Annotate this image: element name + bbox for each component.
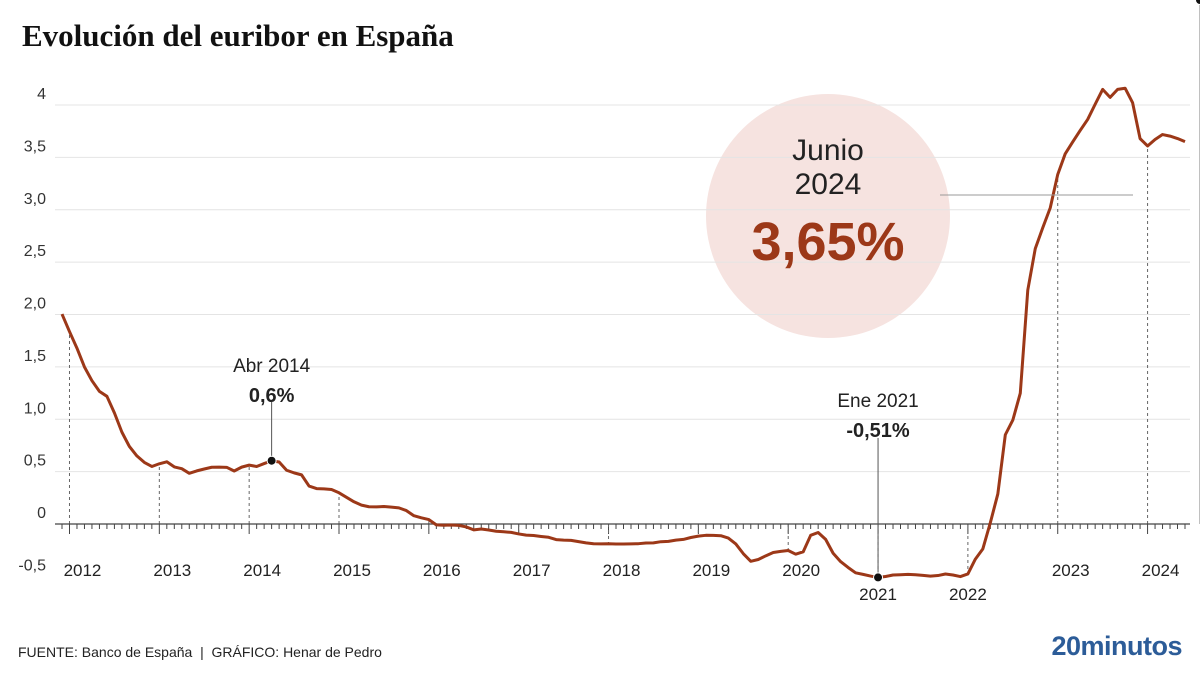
callout-label: Abr 2014 bbox=[233, 356, 311, 377]
source-note: FUENTE: Banco de España | GRÁFICO: Henar… bbox=[18, 644, 382, 660]
highlight-label: 2024 bbox=[795, 168, 862, 201]
y-tick-label: 2,0 bbox=[24, 296, 46, 313]
callout-value: 0,6% bbox=[249, 385, 295, 407]
x-tick-label: 2013 bbox=[153, 561, 191, 580]
chart-title: Evolución del euribor en España bbox=[22, 18, 454, 53]
x-tick-label: 2020 bbox=[782, 561, 820, 580]
callout-value: -0,51% bbox=[846, 420, 910, 442]
x-tick-label: 2017 bbox=[513, 561, 551, 580]
highlight-value: 3,65% bbox=[751, 212, 904, 272]
x-tick-label: 2022 bbox=[949, 585, 987, 604]
data-point bbox=[266, 455, 277, 466]
x-tick-label: 2016 bbox=[423, 561, 461, 580]
y-tick-label: 1,5 bbox=[24, 348, 46, 365]
x-tick-label: 2018 bbox=[603, 561, 641, 580]
y-tick-label: 0,5 bbox=[24, 453, 46, 470]
highlight-circle bbox=[706, 94, 950, 338]
x-tick-label: 2012 bbox=[64, 561, 102, 580]
y-tick-label: 1,0 bbox=[24, 400, 46, 417]
x-tick-label: 2021 bbox=[859, 585, 897, 604]
x-tick-label: 2015 bbox=[333, 561, 371, 580]
x-tick-label: 2014 bbox=[243, 561, 281, 580]
highlight-label: Junio bbox=[792, 134, 864, 167]
x-tick-label: 2024 bbox=[1142, 561, 1180, 580]
x-tick-label: 2019 bbox=[692, 561, 730, 580]
y-tick-label: 3,0 bbox=[24, 191, 46, 208]
y-tick-label: -0,5 bbox=[18, 557, 46, 574]
data-point bbox=[873, 572, 884, 583]
y-tick-label: 2,5 bbox=[24, 243, 46, 260]
callout-label: Ene 2021 bbox=[837, 391, 918, 412]
y-tick-label: 4 bbox=[37, 86, 46, 103]
y-tick-label: 0 bbox=[37, 505, 46, 522]
x-tick-label: 2023 bbox=[1052, 561, 1090, 580]
brand-logo: 20minutos bbox=[1051, 631, 1182, 661]
y-tick-label: 3,5 bbox=[24, 138, 46, 155]
data-point bbox=[1194, 0, 1200, 5]
data-line bbox=[60, 86, 1186, 579]
